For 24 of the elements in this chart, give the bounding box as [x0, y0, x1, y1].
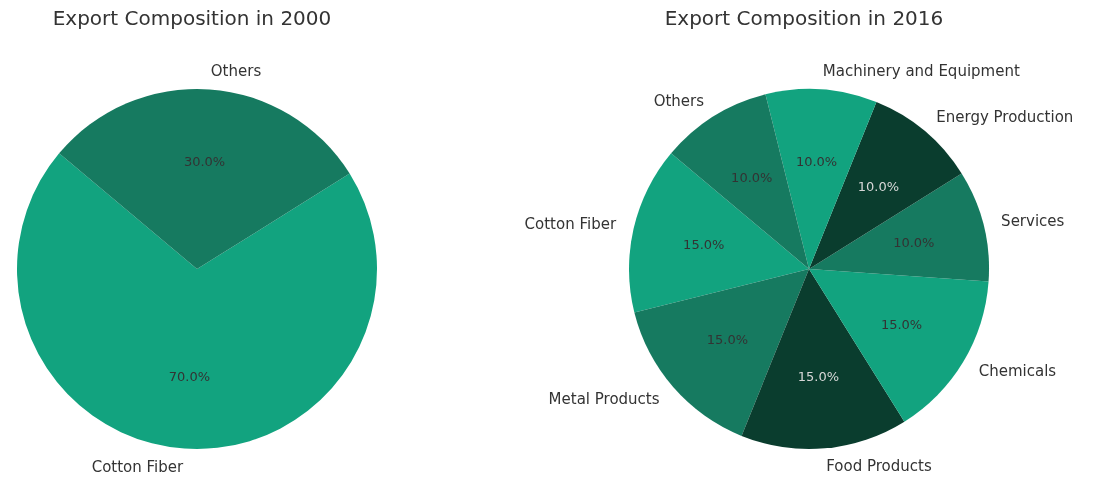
slice-label: Others [210, 62, 262, 81]
data-label: 15.0% [683, 237, 725, 253]
slice-label: Machinery and Equipment [822, 62, 1020, 81]
chart-title: Export Composition in 2000 [51, 6, 333, 30]
pie-slice [17, 153, 377, 449]
data-label: 10.0% [731, 169, 773, 185]
data-label: 30.0% [183, 153, 226, 169]
pie-slice [59, 89, 350, 269]
slice-label: Food Products [826, 457, 932, 476]
slice-label: Services [1001, 212, 1065, 231]
slice-label: Chemicals [978, 361, 1057, 380]
data-label: 15.0% [797, 369, 840, 385]
slice-label: Cotton Fiber [91, 457, 185, 476]
data-label: 10.0% [795, 153, 838, 169]
data-label: 10.0% [893, 235, 935, 251]
slice-label: Metal Products [548, 389, 660, 408]
chart-title: Export Composition in 2016 [663, 6, 945, 30]
data-label: 15.0% [706, 332, 749, 348]
slice-label: Energy Production [936, 108, 1074, 127]
slice-label: Cotton Fiber [524, 215, 617, 234]
data-label: 70.0% [168, 369, 211, 385]
data-label: 15.0% [880, 317, 923, 333]
slice-label: Others [653, 92, 705, 111]
data-label: 10.0% [857, 178, 900, 194]
